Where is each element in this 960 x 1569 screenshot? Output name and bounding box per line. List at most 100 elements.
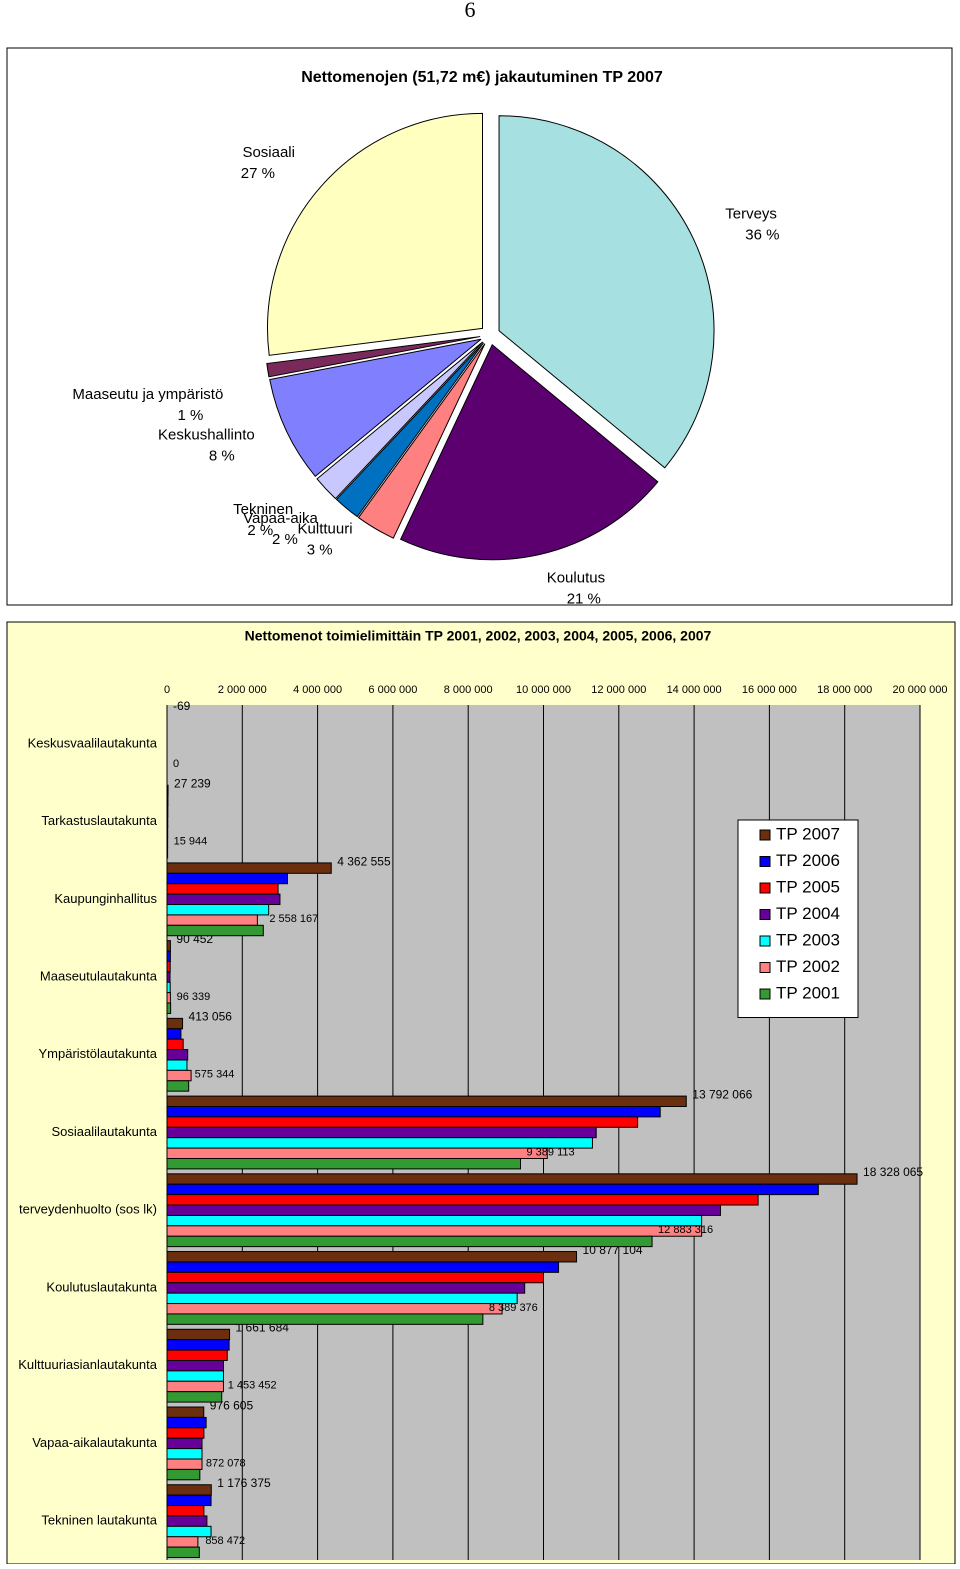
y-tick-label: Tekninen lautakunta	[41, 1513, 157, 1528]
x-tick-label: 6 000 000	[368, 684, 417, 696]
bar	[167, 1371, 223, 1381]
bar	[167, 1039, 183, 1049]
bar	[167, 1459, 202, 1469]
legend-swatch	[760, 910, 770, 920]
data-label: 8 389 376	[489, 1302, 538, 1314]
bar	[167, 1485, 211, 1495]
legend-swatch	[760, 830, 770, 840]
bar	[167, 837, 168, 847]
y-tick-label: Ympäristölautakunta	[38, 1046, 157, 1061]
bar	[167, 1537, 198, 1547]
bar	[167, 1417, 206, 1427]
y-tick-label: terveydenhuolto (sos lk)	[19, 1202, 157, 1217]
bar	[167, 1252, 577, 1262]
data-label: 1 453 452	[228, 1380, 277, 1392]
y-tick-label: Tarkastuslautakunta	[41, 813, 157, 828]
pie-label-value: 21 %	[567, 591, 601, 608]
bar	[167, 1392, 222, 1402]
bar	[167, 1096, 686, 1106]
data-label: 18 328 065	[863, 1165, 923, 1179]
legend-label: TP 2007	[776, 824, 840, 843]
bar	[167, 873, 287, 883]
bar	[167, 1107, 660, 1117]
pie-label-name: Maaseutu ja ympäristö	[72, 386, 223, 403]
bar	[167, 1081, 189, 1091]
x-tick-label: 2 000 000	[218, 684, 267, 696]
pie-label-name: Tekninen	[233, 501, 293, 518]
bar	[167, 1174, 857, 1184]
bar	[167, 905, 269, 915]
bar-title: Nettomenot toimielimittäin TP 2001, 2002…	[245, 628, 712, 644]
bar	[167, 972, 170, 982]
data-label: 858 472	[205, 1535, 245, 1547]
bar	[167, 1272, 544, 1282]
bar	[167, 1428, 204, 1438]
pie-label-value: 27 %	[241, 165, 275, 182]
bar	[167, 1117, 638, 1127]
pie-label-name: Terveys	[725, 205, 777, 222]
pie-label-value: 2 %	[272, 531, 298, 548]
bar	[167, 915, 257, 925]
bar	[167, 796, 168, 806]
bar	[167, 1495, 211, 1505]
legend-label: TP 2002	[776, 957, 840, 976]
bar	[167, 884, 278, 894]
pie-label-value: 1 %	[177, 407, 203, 424]
y-tick-label: Kaupunginhallitus	[54, 891, 157, 906]
bar	[167, 1516, 207, 1526]
legend-swatch	[760, 989, 770, 999]
bar	[167, 1329, 230, 1339]
x-tick-label: 20 000 000	[892, 684, 947, 696]
x-tick-label: 4 000 000	[293, 684, 342, 696]
bar	[167, 1438, 202, 1448]
bar	[167, 1314, 483, 1324]
legend-label: TP 2003	[776, 930, 840, 949]
pie-label-name: Keskushallinto	[158, 427, 255, 444]
bar	[167, 1262, 559, 1272]
y-tick-label: Kulttuuriasianlautakunta	[18, 1357, 158, 1372]
data-label: 4 362 555	[337, 854, 391, 868]
data-label: 0	[173, 758, 179, 770]
bar	[167, 993, 170, 1003]
data-label: -69	[173, 699, 191, 713]
data-label: 9 389 113	[527, 1146, 575, 1158]
bar	[167, 1469, 200, 1479]
bar	[167, 1283, 525, 1293]
pie-label-name: Koulutus	[547, 570, 605, 587]
bar	[167, 1148, 547, 1158]
bar	[167, 1003, 171, 1013]
legend-label: TP 2004	[776, 904, 840, 923]
bar	[167, 816, 168, 826]
bar	[167, 1293, 517, 1303]
data-label: 413 056	[189, 1010, 233, 1024]
x-tick-label: 0	[164, 684, 170, 696]
legend-swatch	[760, 936, 770, 946]
x-tick-label: 12 000 000	[591, 684, 646, 696]
page-number: 6	[465, 0, 476, 22]
y-tick-label: Koulutuslautakunta	[46, 1279, 157, 1294]
data-label: 96 339	[177, 991, 211, 1003]
x-tick-label: 16 000 000	[742, 684, 797, 696]
bar	[167, 1127, 596, 1137]
x-tick-label: 10 000 000	[516, 684, 571, 696]
bar	[167, 951, 170, 961]
bar	[167, 1205, 720, 1215]
bar	[167, 1381, 223, 1391]
bar	[167, 961, 170, 971]
bar	[167, 982, 170, 992]
legend-label: TP 2001	[776, 983, 840, 1002]
bar	[167, 785, 168, 795]
data-label: 12 883 316	[658, 1224, 713, 1236]
pie-label-value: 2 %	[247, 522, 273, 539]
x-tick-label: 18 000 000	[817, 684, 872, 696]
data-label: 27 239	[174, 777, 211, 791]
y-tick-label: Sosiaalilautakunta	[51, 1124, 157, 1139]
bar	[167, 925, 263, 935]
data-label: 2 558 167	[269, 913, 318, 925]
legend-label: TP 2006	[776, 851, 840, 870]
bar	[167, 1029, 181, 1039]
y-tick-label: Vapaa-aikalautakunta	[32, 1435, 158, 1450]
bar	[167, 1360, 223, 1370]
